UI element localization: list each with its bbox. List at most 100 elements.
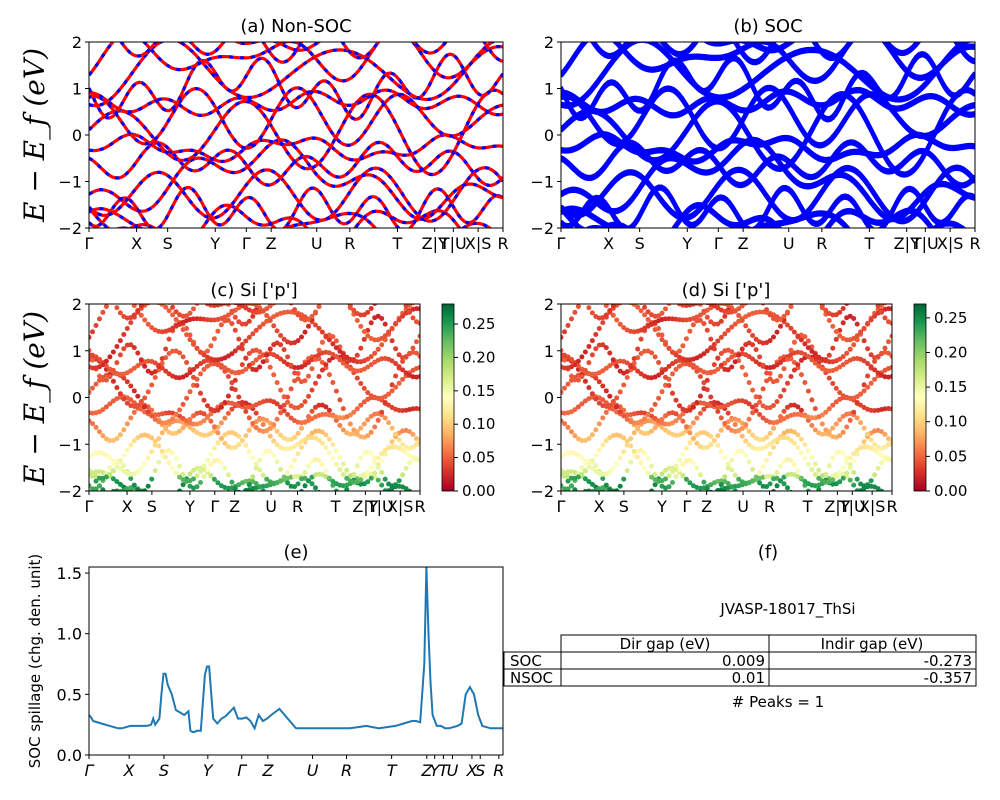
proj-point [320,299,325,304]
proj-point [368,465,374,471]
proj-point [319,412,325,417]
band-soc-9-a [561,84,975,149]
proj-point [114,479,120,485]
colorbar-tick-label: 0.15 [462,382,495,400]
proj-point [354,352,360,358]
proj-point [785,322,790,328]
proj-point [180,425,186,431]
xtick-label: T [802,497,813,516]
band-blue-5 [89,138,503,221]
proj-point [840,475,846,481]
proj-point [670,492,675,497]
band-blue-15 [233,42,322,52]
proj-point [309,387,315,393]
proj-point [107,354,113,360]
proj-point [718,318,724,324]
proj-point [194,363,200,369]
proj-point [278,410,284,416]
proj-point [596,379,602,385]
proj-point [201,463,207,469]
band-soc-5-b [561,139,975,223]
proj-point [354,431,360,437]
proj-point [358,455,364,461]
proj-point [260,422,266,427]
proj-point [603,482,609,488]
ytick-label: 2 [544,33,554,52]
proj-point [97,429,102,435]
proj-point [274,354,280,360]
proj-point [313,322,318,328]
xtick-label: Y [209,234,220,253]
panel-a-title: (a) Non-SOC [240,16,351,37]
proj-point [778,393,783,399]
proj-point [114,360,120,366]
proj-point [218,304,224,307]
proj-point [278,333,284,338]
proj-point [180,482,186,488]
proj-point [323,468,329,474]
proj-point [663,374,668,380]
proj-point [882,431,888,437]
proj-point [711,321,717,327]
proj-point [809,454,815,460]
proj-point [264,306,270,312]
proj-point [621,449,627,455]
proj-point [694,304,700,306]
proj-point [299,425,304,431]
proj-point [323,404,329,410]
proj-point [260,359,266,365]
proj-point [889,320,892,326]
proj-point [337,357,343,363]
proj-point [201,418,207,424]
proj-point [382,488,388,491]
proj-point [642,465,648,471]
proj-point [882,315,888,321]
proj-point [232,327,238,333]
proj-point [333,461,339,467]
colorbar-tick-label: 0.10 [462,415,495,433]
proj-point [313,380,318,386]
proj-point [365,364,371,370]
proj-point [389,444,395,450]
proj-point [725,367,731,373]
proj-point [166,418,172,424]
proj-point [750,410,756,416]
proj-point [306,316,311,322]
proj-point [687,407,693,413]
proj-point [202,492,207,497]
ytick-label: −2 [58,219,82,238]
xtick-label: R [816,234,827,253]
proj-point [191,367,196,372]
material-id: JVASP-18017_ThSi [719,600,855,619]
proj-point [690,362,696,368]
proj-point [403,486,409,491]
proj-point [690,460,696,466]
proj-point [250,474,256,480]
colorbar-tick-label: 0.00 [934,482,967,500]
proj-point [375,464,381,470]
proj-point [858,420,864,426]
proj-point [152,442,158,448]
proj-point [732,451,738,457]
proj-point [274,442,280,448]
proj-point [379,342,385,348]
proj-point [736,428,742,434]
proj-point [781,387,787,393]
proj-point [225,472,231,478]
proj-point [218,322,224,328]
band-blue-9 [89,86,503,150]
proj-point [124,326,130,331]
xtick-label: Γ [210,497,219,516]
proj-point [138,312,144,318]
band-red-0 [115,221,493,228]
proj-point [638,308,644,314]
proj-point [313,309,318,315]
proj-point [750,356,756,362]
proj-point [816,475,822,481]
proj-point [205,457,210,463]
proj-point [393,321,399,327]
proj-point [107,492,112,497]
proj-point [743,304,749,306]
proj-point [243,488,249,491]
ytick-label: 0 [544,126,554,145]
